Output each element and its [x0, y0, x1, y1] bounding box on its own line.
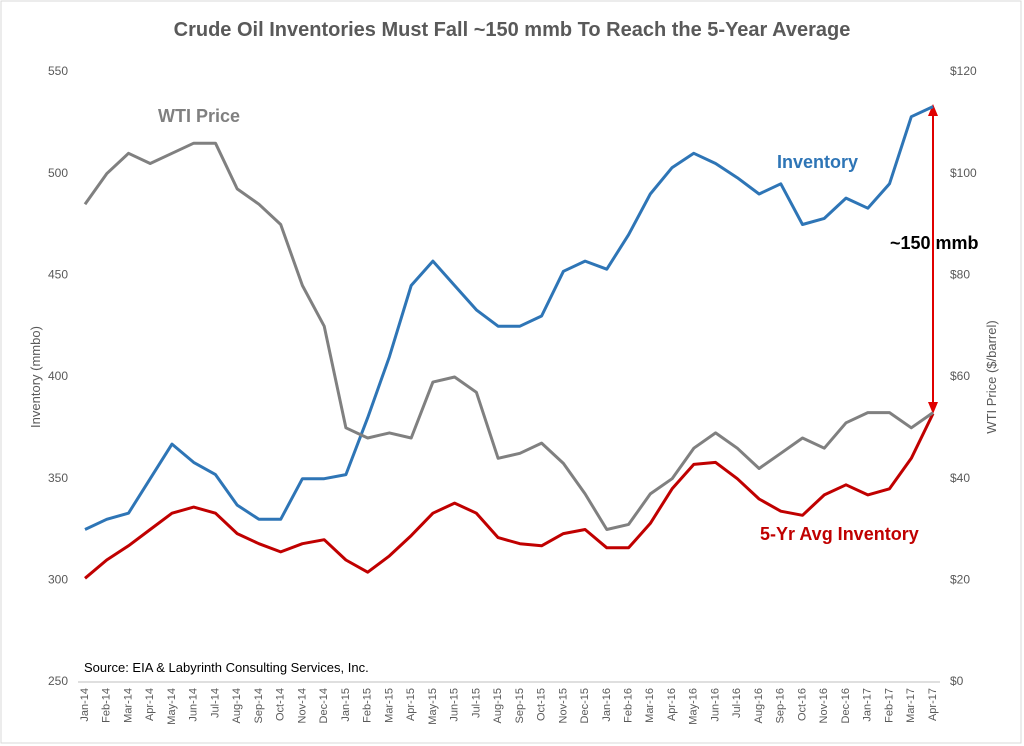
y-axis-label: Inventory (mmbo): [28, 326, 43, 428]
x-tick-label: Feb-17: [883, 688, 895, 723]
x-tick-label: Nov-15: [557, 688, 569, 723]
series-line: [84, 105, 934, 531]
x-tick-label: Oct-15: [536, 688, 548, 721]
x-tick-label: May-14: [166, 688, 178, 725]
x-tick-label: Feb-16: [622, 688, 634, 723]
y-tick-label: 500: [48, 166, 68, 180]
x-tick-label: Jun-14: [188, 688, 200, 722]
x-tick-label: Apr-16: [666, 688, 678, 721]
x-tick-label: Oct-16: [796, 688, 808, 721]
x-tick-label: Jan-15: [340, 688, 352, 722]
source-note: Source: EIA & Labyrinth Consulting Servi…: [84, 660, 369, 675]
x-tick-label: Sep-14: [253, 688, 265, 723]
x-tick-label: May-16: [688, 688, 700, 725]
x-tick-label: Jul-14: [209, 688, 221, 718]
x-tick-label: Apr-14: [144, 688, 156, 721]
x-tick-label: Feb-15: [362, 688, 374, 723]
series-line: [84, 412, 935, 580]
avg-label: 5-Yr Avg Inventory: [760, 524, 919, 544]
x-tick-label: Nov-16: [818, 688, 830, 723]
y-tick-label: 300: [48, 573, 68, 587]
x-tick-label: Mar-14: [122, 688, 134, 723]
gap-arrow: [928, 104, 938, 414]
chart-title: Crude Oil Inventories Must Fall ~150 mmb…: [174, 19, 851, 41]
x-tick-label: Jan-16: [601, 688, 613, 722]
gap-label: ~150 mmb: [890, 233, 979, 253]
x-tick-label: Jan-17: [862, 688, 874, 722]
y2-tick-label: $20: [950, 573, 970, 587]
x-tick-label: Mar-17: [905, 688, 917, 723]
x-tick-label: Apr-15: [405, 688, 417, 721]
series-line: [83, 141, 934, 531]
y2-tick-label: $120: [950, 64, 977, 78]
y-tick-label: 450: [48, 268, 68, 282]
x-tick-label: Sep-15: [514, 688, 526, 723]
y2-tick-label: $60: [950, 369, 970, 383]
x-tick-label: Dec-16: [840, 688, 852, 723]
y2-tick-label: $80: [950, 268, 970, 282]
x-tick-label: Jun-15: [449, 688, 461, 722]
y2-tick-label: $40: [950, 471, 970, 485]
y-tick-label: 350: [48, 471, 68, 485]
x-tick-label: Jul-16: [731, 688, 743, 718]
y2-tick-label: $0: [950, 674, 964, 688]
x-tick-label: Nov-14: [296, 688, 308, 723]
x-tick-label: Jan-14: [79, 688, 91, 722]
x-tick-label: Apr-17: [927, 688, 939, 721]
x-tick-label: Sep-16: [775, 688, 787, 723]
arrow-head: [928, 402, 938, 414]
x-tick-label: Jul-15: [470, 688, 482, 718]
wti-label: WTI Price: [158, 106, 240, 126]
x-tick-label: Aug-16: [753, 688, 765, 723]
x-tick-label: Mar-15: [383, 688, 395, 723]
y-tick-label: 550: [48, 64, 68, 78]
x-tick-label: Feb-14: [101, 688, 113, 723]
y-tick-label: 400: [48, 369, 68, 383]
x-tick-label: Aug-15: [492, 688, 504, 723]
x-tick-label: May-15: [427, 688, 439, 725]
arrow-head: [928, 104, 938, 116]
x-tick-label: Dec-15: [579, 688, 591, 723]
y-tick-label: 250: [48, 674, 68, 688]
y2-tick-label: $100: [950, 166, 977, 180]
x-tick-label: Oct-14: [275, 688, 287, 721]
x-tick-label: Mar-16: [644, 688, 656, 723]
x-tick-label: Aug-14: [231, 688, 243, 723]
x-tick-label: Jun-16: [709, 688, 721, 722]
x-tick-label: Dec-14: [318, 688, 330, 723]
y2-axis-label: WTI Price ($/barrel): [984, 320, 999, 433]
inventory-label: Inventory: [777, 152, 858, 172]
